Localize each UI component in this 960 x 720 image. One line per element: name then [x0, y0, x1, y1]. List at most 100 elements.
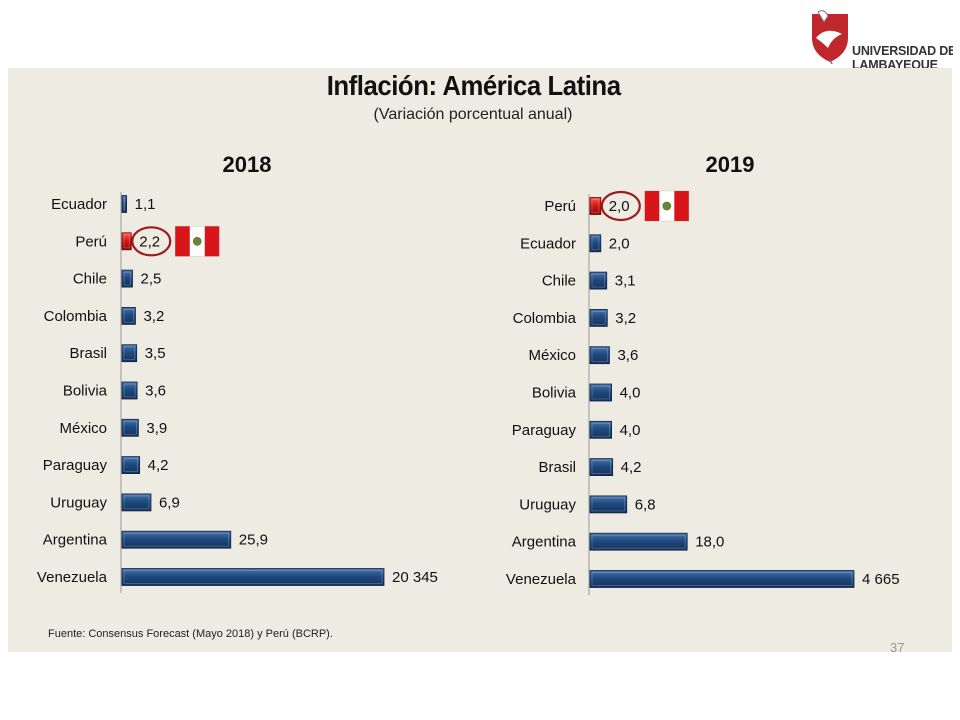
- c2019-bar: [589, 458, 614, 477]
- c2019-bar-bevel: [591, 572, 853, 586]
- c2019-value-label: 4 665: [862, 571, 900, 588]
- c2018-bar-bevel: [123, 532, 230, 547]
- c2019-bar-bevel: [591, 348, 608, 363]
- c2019-category-label: Brasil: [538, 459, 576, 476]
- c2019-category-label: Bolivia: [532, 385, 577, 402]
- c2018-category-label: Ecuador: [51, 196, 107, 213]
- c2018-category-label: Perú: [75, 233, 107, 250]
- logo-line-2: LAMBAYEQUE: [852, 58, 938, 70]
- c2019-category-label: Argentina: [512, 534, 577, 551]
- c2019-bar-bevel: [591, 273, 606, 288]
- c2018-category-label: Colombia: [44, 308, 108, 325]
- c2018-category-label: Venezuela: [37, 569, 108, 586]
- chart-title: Inflación: América Latina: [326, 70, 621, 101]
- c2019-value-label: 2,0: [609, 198, 630, 215]
- c2018-bar-bevel: [123, 234, 130, 249]
- c2018-category-label: Paraguay: [43, 457, 108, 474]
- c2019-bar: [589, 570, 855, 588]
- university-logo: UNIVERSIDAD DE LAMBAYEQUE: [808, 8, 953, 70]
- c2019-value-label: 4,0: [620, 385, 641, 402]
- c2018-value-label: 2,5: [141, 271, 162, 288]
- c2019-value-label: 3,1: [615, 273, 636, 290]
- c2018-category-label: Uruguay: [50, 494, 107, 511]
- c2019-bar: [589, 234, 602, 253]
- logo-line-1: UNIVERSIDAD DE: [852, 44, 953, 58]
- slide-panel: [8, 68, 952, 652]
- chart-2018: Ecuador 1,1 Perú 2,2 Chile 2,5 Colombia 3,2 Bras…: [37, 192, 438, 593]
- chart-subtitle: (Variación porcentual anual): [373, 106, 573, 123]
- c2018-bar: [121, 418, 139, 437]
- bird-shield-icon: [812, 10, 848, 64]
- c2018-bar: [121, 195, 128, 213]
- c2018-bar-bevel: [123, 383, 136, 398]
- c2018-bar: [121, 269, 133, 288]
- c2018-highlight-circle: [131, 226, 172, 257]
- c2019-bar-bevel: [591, 534, 686, 549]
- year-2019-title: 2019: [705, 152, 755, 177]
- c2019-bar-bevel: [591, 422, 611, 437]
- c2019-category-label: Venezuela: [506, 571, 577, 588]
- c2018-value-label: 25,9: [239, 532, 268, 549]
- source-note: Fuente: Consensus Forecast (Mayo 2018) y…: [48, 628, 333, 640]
- c2018-value-label: 4,2: [148, 457, 169, 474]
- c2018-bar-bevel: [123, 271, 131, 286]
- c2018-bar: [121, 493, 152, 512]
- c2019-value-label: 4,0: [620, 422, 641, 439]
- c2018-bar-bevel: [123, 495, 150, 510]
- page-number: 37: [890, 640, 905, 655]
- c2019-bar: [589, 346, 610, 365]
- c2019-value-label: 2,0: [609, 235, 630, 252]
- c2018-bar: [121, 344, 138, 363]
- c2018-bar: [121, 456, 141, 475]
- c2018-bar-bevel: [123, 570, 383, 584]
- c2019-value-label: 3,6: [617, 347, 638, 364]
- c2018-category-label: México: [59, 420, 107, 437]
- c2018-bar: [121, 232, 132, 251]
- c2019-bar-bevel: [591, 310, 606, 325]
- c2019-value-label: 18,0: [695, 534, 724, 551]
- c2018-value-label: 20 345: [392, 569, 438, 586]
- c2018-bar-bevel: [123, 197, 126, 211]
- c2019-category-label: Perú: [544, 198, 576, 215]
- c2018-bar: [121, 381, 138, 400]
- c2019-highlight-circle: [600, 190, 641, 222]
- c2018-value-label: 3,2: [143, 308, 164, 325]
- c2019-bar-bevel: [591, 199, 600, 213]
- c2019-bar: [589, 495, 628, 514]
- c2019-bar: [589, 383, 613, 402]
- c2019-category-label: Colombia: [513, 310, 577, 327]
- c2018-bar-bevel: [123, 346, 136, 361]
- c2018-bar: [121, 306, 136, 325]
- c2018-bar-bevel: [123, 308, 134, 323]
- c2019-bar: [589, 271, 608, 290]
- c2018-bar: [121, 530, 232, 549]
- c2018-value-label: 3,9: [146, 420, 167, 437]
- c2019-bar-bevel: [591, 497, 626, 512]
- c2018-category-label: Brasil: [69, 345, 107, 362]
- c2019-category-label: México: [528, 347, 576, 364]
- c2018-category-label: Chile: [73, 271, 107, 288]
- c2019-category-label: Paraguay: [512, 422, 577, 439]
- c2018-category-label: Argentina: [43, 532, 108, 549]
- c2019-value-label: 3,2: [615, 310, 636, 327]
- c2019-category-label: Uruguay: [519, 496, 576, 513]
- c2018-value-label: 3,6: [145, 383, 166, 400]
- c2018-value-label: 3,5: [145, 345, 166, 362]
- c2019-category-label: Ecuador: [520, 235, 576, 252]
- c2019-bar-bevel: [591, 236, 600, 251]
- year-2018-title: 2018: [222, 152, 272, 177]
- c2019-bar-bevel: [591, 385, 611, 400]
- c2019-bar: [589, 532, 688, 551]
- c2018-category-label: Bolivia: [63, 383, 108, 400]
- c2019-bar: [589, 308, 608, 327]
- chart-2019: Perú 2,0 Ecuador 2,0 Chile 3,1 Colombia 3,2 Méxi…: [506, 190, 900, 595]
- c2018-value-label: 6,9: [159, 494, 180, 511]
- c2019-value-label: 4,2: [621, 459, 642, 476]
- c2019-value-label: 6,8: [635, 496, 656, 513]
- c2018-bar: [121, 568, 385, 586]
- c2019-peru-flag-icon: [644, 190, 690, 222]
- c2019-bar: [589, 420, 613, 439]
- c2019-bar-bevel: [591, 460, 612, 475]
- c2018-bar-bevel: [123, 420, 137, 435]
